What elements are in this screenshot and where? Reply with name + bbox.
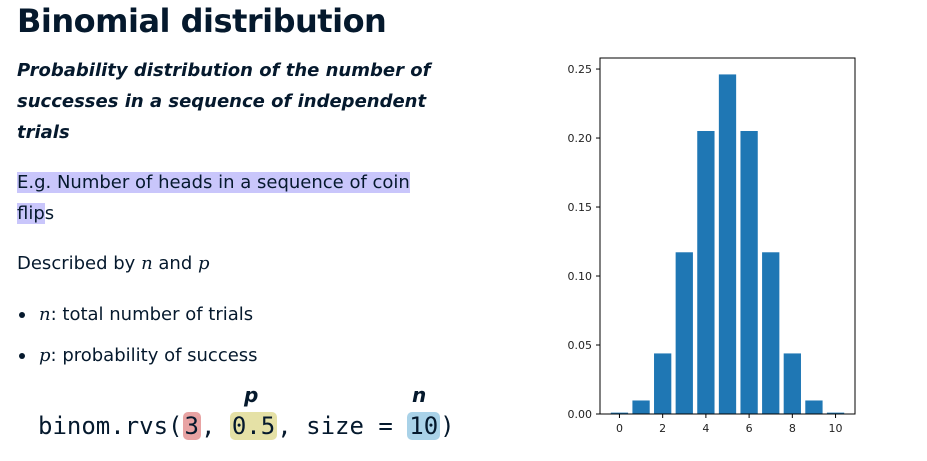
definition-line: Probability distribution of the number o…: [17, 60, 431, 81]
code-arg-p: 0.5: [229, 412, 278, 440]
parameter-item-p: p: probability of success: [17, 342, 258, 370]
math-var-p: p: [197, 253, 210, 274]
chart-bar: [632, 400, 650, 414]
definition-line: successes in a sequence of independent: [17, 91, 427, 112]
code-label-p: p: [244, 383, 259, 407]
parameter-item-n: n: total number of trials: [17, 301, 258, 329]
math-var-p: p: [39, 345, 51, 366]
chart-bar: [675, 252, 693, 414]
example-tail: s: [44, 203, 55, 224]
x-tick-label: 10: [829, 422, 843, 435]
y-tick-label: 0.05: [568, 339, 593, 352]
code-separator: , size =: [277, 412, 408, 440]
example-text: E.g. Number of heads in a sequence of co…: [17, 167, 457, 229]
chart-bar: [718, 74, 737, 414]
code-arg-k: 3: [182, 412, 201, 440]
y-tick-label: 0.00: [568, 408, 593, 421]
parameter-description: : probability of success: [50, 345, 258, 366]
described-middle: and: [152, 253, 198, 274]
code-label-n: n: [412, 383, 427, 407]
highlighted-text: flip: [17, 203, 45, 224]
parameter-list: n: total number of trials p: probability…: [17, 301, 258, 383]
x-tick-label: 0: [616, 422, 623, 435]
chart-bar: [762, 252, 780, 414]
math-var-n: n: [141, 253, 153, 274]
chart-bar: [783, 353, 801, 414]
x-tick-label: 6: [746, 422, 753, 435]
x-tick-label: 8: [789, 422, 796, 435]
highlighted-text: E.g. Number of heads in a sequence of co…: [17, 172, 410, 193]
definition-text: Probability distribution of the number o…: [17, 55, 447, 148]
x-tick-label: 2: [659, 422, 666, 435]
y-tick-label: 0.20: [568, 132, 593, 145]
page-title: Binomial distribution: [17, 2, 387, 40]
code-arg-n: 10: [407, 412, 441, 440]
chart-bar: [805, 400, 823, 414]
chart-bar: [697, 130, 715, 414]
code-function: binom.rvs(: [38, 412, 183, 440]
code-example: binom.rvs(3, 0.5, size = 10): [38, 412, 455, 440]
x-tick-label: 4: [702, 422, 709, 435]
parameters-intro: Described by n and p: [17, 250, 210, 278]
code-separator: ,: [200, 412, 230, 440]
parameter-description: : total number of trials: [50, 304, 254, 325]
bullet-dot-icon: [19, 353, 25, 359]
bullet-dot-icon: [19, 312, 25, 318]
chart-bar: [740, 130, 758, 414]
chart-bar: [826, 412, 845, 414]
math-var-n: n: [39, 304, 51, 325]
described-prefix: Described by: [17, 253, 142, 274]
y-tick-label: 0.15: [568, 201, 593, 214]
plot-frame: [599, 57, 856, 415]
code-close: ): [440, 412, 455, 440]
y-tick-label: 0.10: [568, 270, 593, 283]
definition-line: trials: [17, 122, 70, 143]
chart-bar: [610, 412, 629, 414]
chart-bar: [654, 353, 672, 414]
y-tick-label: 0.25: [568, 63, 593, 76]
